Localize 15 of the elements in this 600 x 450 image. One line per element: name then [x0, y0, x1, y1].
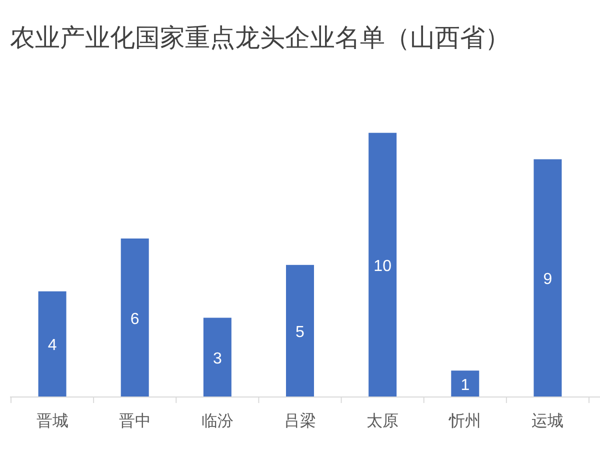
x-tick-label: 忻州 [448, 412, 482, 430]
data-label: 3 [212, 350, 222, 368]
data-label: 6 [130, 310, 140, 328]
x-tick-label: 太原 [366, 412, 399, 430]
x-tick-label: 吕梁 [284, 412, 316, 430]
x-tick-label: 临汾 [201, 413, 234, 430]
title: 农业产业化国家重点龙头企业名单（山西省） [10, 24, 510, 52]
x-tick-label: 晋城 [36, 412, 68, 430]
x-tick-label: 晋中 [118, 412, 151, 430]
x-tick-label: 运城 [532, 412, 564, 430]
data-label: 10 [374, 258, 392, 275]
data-label: 4 [48, 337, 57, 354]
data-label: 5 [296, 324, 305, 341]
data-label: 9 [543, 271, 552, 288]
data-label: 1 [460, 376, 470, 394]
